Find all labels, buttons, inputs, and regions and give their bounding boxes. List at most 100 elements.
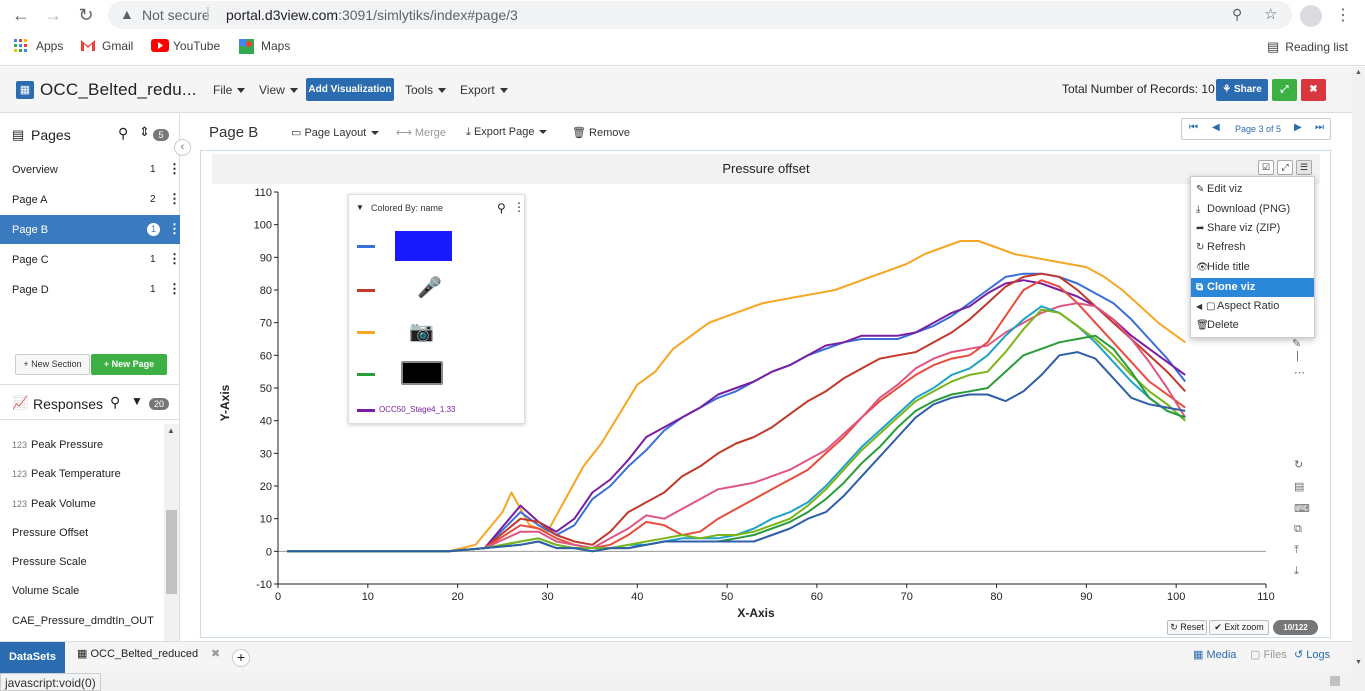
- add-tab-icon[interactable]: +: [232, 649, 250, 667]
- more-vert-icon[interactable]: ⋮: [1335, 7, 1351, 24]
- close-tab-icon[interactable]: ✖: [211, 648, 221, 660]
- page-item-c[interactable]: Page C 1 ⋮: [0, 245, 181, 274]
- bookmark-youtube[interactable]: YouTube: [151, 39, 220, 53]
- dataset-tab[interactable]: ▦ OCC_Belted_reduced: [77, 647, 198, 660]
- menu-clone-viz[interactable]: ⧉ Clone viz: [1191, 278, 1314, 297]
- menu-aspect-ratio[interactable]: ◀ ▢ Aspect Ratio: [1191, 297, 1314, 316]
- response-item[interactable]: CAE_Pressure_dmdtIn_OUT: [12, 615, 154, 627]
- zoom-icon[interactable]: ⚲: [1232, 6, 1243, 22]
- reload-icon[interactable]: ↻: [78, 5, 94, 25]
- exit-zoom-button[interactable]: ✔ Exit zoom: [1209, 620, 1269, 635]
- last-page-icon[interactable]: ⏭: [1315, 122, 1324, 133]
- select-icon[interactable]: ☑: [1258, 160, 1274, 175]
- series-line-8[interactable]: [287, 308, 1186, 553]
- series-line-10[interactable]: [287, 351, 1186, 553]
- series-line-6[interactable]: [287, 302, 1187, 553]
- reset-zoom-button[interactable]: ↻ Reset: [1167, 620, 1207, 635]
- legend-thumbnail-blue[interactable]: [395, 231, 452, 261]
- menu-tools[interactable]: Tools: [405, 83, 447, 97]
- bookmark-maps[interactable]: Maps: [239, 39, 290, 54]
- copy-icon[interactable]: ⧉: [1294, 523, 1302, 535]
- page-item-b[interactable]: Page B 1 ⋮: [0, 215, 181, 244]
- logs-link[interactable]: ↺ Logs: [1294, 648, 1330, 661]
- menu-view[interactable]: View: [259, 83, 298, 97]
- camera-icon[interactable]: 📷: [409, 321, 434, 343]
- menu-hide-title[interactable]: 👁 Hide title: [1191, 258, 1314, 277]
- response-item[interactable]: 123 Peak Temperature: [12, 468, 121, 480]
- address-bar[interactable]: ▲ Not secure | portal.d3view.com:3091/si…: [108, 1, 1292, 29]
- menu-edit-viz[interactable]: ✎ Edit viz: [1191, 180, 1314, 199]
- menu-refresh[interactable]: ↻ Refresh: [1191, 238, 1314, 257]
- remove-button[interactable]: 🗑 Remove: [572, 126, 630, 139]
- search-icon[interactable]: ⚲: [497, 201, 506, 215]
- filter-icon[interactable]: ▼: [131, 394, 143, 408]
- new-section-button[interactable]: + New Section: [15, 354, 90, 375]
- scroll-up-icon[interactable]: ▲: [1355, 69, 1362, 76]
- add-visualization-button[interactable]: Add Visualization: [306, 78, 394, 101]
- share-button[interactable]: ⚘ Share: [1216, 79, 1268, 101]
- url-text[interactable]: portal.d3view.com:3091/simlytiks/index#p…: [226, 7, 518, 23]
- menu-download-png[interactable]: ⤓ Download (PNG): [1191, 200, 1314, 219]
- page-item-overview[interactable]: Overview 1 ⋮: [0, 155, 181, 184]
- more-horiz-icon[interactable]: ⋯: [1294, 367, 1305, 379]
- more-icon[interactable]: ⋮: [168, 251, 181, 266]
- next-page-icon[interactable]: ▶: [1294, 122, 1302, 133]
- page-layout-button[interactable]: ▭ Page Layout: [291, 126, 380, 139]
- refresh-icon[interactable]: ↻: [1294, 459, 1304, 471]
- scroll-up-icon[interactable]: ▲: [167, 426, 175, 435]
- response-item[interactable]: Pressure Scale: [12, 556, 87, 568]
- star-icon[interactable]: ☆: [1264, 6, 1278, 23]
- menu-export[interactable]: Export: [460, 83, 508, 97]
- response-item[interactable]: 123 Peak Volume: [12, 498, 96, 510]
- menu-file[interactable]: File: [213, 83, 246, 97]
- collapse-sidebar-icon[interactable]: ‹: [174, 139, 191, 156]
- more-icon[interactable]: ⋮: [168, 191, 181, 206]
- datasets-tab[interactable]: DataSets: [0, 642, 65, 674]
- laptop-icon[interactable]: [401, 361, 443, 385]
- more-icon[interactable]: ⋮: [168, 221, 181, 236]
- scrollbar-thumb[interactable]: [166, 510, 177, 594]
- series-line-4[interactable]: [287, 272, 1186, 553]
- bookmark-gmail[interactable]: Gmail: [80, 39, 133, 53]
- response-item[interactable]: Volume Scale: [12, 585, 80, 597]
- response-item[interactable]: 123 Peak Pressure: [12, 439, 103, 451]
- keyboard-icon[interactable]: ⌨: [1294, 503, 1310, 515]
- prev-page-icon[interactable]: ◀: [1212, 122, 1220, 133]
- export-page-button[interactable]: ⤓ Export Page: [466, 126, 548, 139]
- download-icon[interactable]: ⤓: [1294, 565, 1299, 577]
- sort-icon[interactable]: ⇕: [139, 124, 150, 139]
- profile-avatar[interactable]: [1300, 5, 1322, 27]
- more-icon[interactable]: ⋮: [168, 161, 181, 176]
- first-page-icon[interactable]: ⏮: [1189, 122, 1198, 133]
- close-button[interactable]: ✖: [1301, 79, 1326, 101]
- menu-delete[interactable]: 🗑 Delete: [1191, 316, 1314, 335]
- bookmark-apps[interactable]: Apps: [14, 39, 63, 53]
- merge-button[interactable]: ⟷ Merge: [396, 126, 446, 139]
- series-line-1[interactable]: [287, 240, 1186, 553]
- not-secure-label[interactable]: Not secure: [142, 7, 210, 23]
- menu-share-viz[interactable]: ➦ Share viz (ZIP): [1191, 219, 1314, 238]
- fullscreen-button[interactable]: ⤢: [1272, 79, 1297, 101]
- sidebar-scrollbar[interactable]: ▲: [164, 424, 179, 646]
- microphone-icon[interactable]: 🎤: [417, 277, 442, 299]
- legend-series-label[interactable]: OCC50_Stage4_1.33: [379, 405, 456, 414]
- scroll-down-icon[interactable]: ▼: [1355, 659, 1362, 666]
- page-scrollbar[interactable]: ▲ ▼: [1352, 67, 1365, 673]
- warning-icon[interactable]: ▲: [120, 6, 134, 22]
- collapse-caret-icon[interactable]: ▼: [356, 203, 364, 212]
- page-item-a[interactable]: Page A 2 ⋮: [0, 185, 181, 214]
- arrow-left-icon[interactable]: ←: [12, 5, 30, 25]
- search-icon[interactable]: ⚲: [110, 394, 121, 410]
- expand-icon[interactable]: ⤢: [1277, 160, 1293, 175]
- new-page-button[interactable]: + New Page: [91, 354, 167, 375]
- files-link[interactable]: ▢ Files: [1250, 648, 1287, 661]
- more-icon[interactable]: ⋮: [168, 281, 181, 296]
- page-item-d[interactable]: Page D 1 ⋮: [0, 275, 181, 304]
- search-icon[interactable]: ⚲: [118, 125, 129, 141]
- series-line-2[interactable]: [287, 272, 1186, 553]
- arrow-right-icon[interactable]: →: [44, 5, 62, 25]
- upload-icon[interactable]: ⤒: [1294, 544, 1299, 556]
- edit-icon[interactable]: ✎: [1292, 338, 1302, 350]
- reading-list[interactable]: ▤ Reading list: [1267, 39, 1348, 55]
